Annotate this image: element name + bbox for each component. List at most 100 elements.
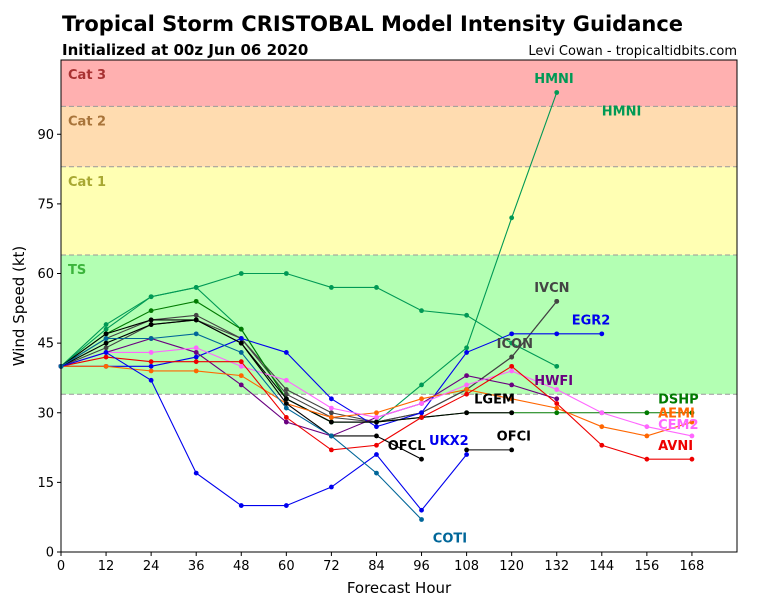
data-point [509, 368, 515, 374]
data-point [554, 410, 560, 416]
data-point [283, 377, 289, 383]
data-point [103, 345, 109, 351]
series-coti [58, 331, 424, 522]
series-label: OFCI [497, 430, 531, 445]
series-label: DSHP [658, 392, 699, 407]
data-point [148, 322, 154, 327]
data-point [374, 470, 379, 476]
data-point [419, 396, 424, 402]
data-point [193, 312, 199, 318]
y-tick-label: 0 [46, 546, 54, 561]
data-point [464, 350, 469, 355]
data-point [374, 433, 379, 439]
y-tick-label: 90 [37, 128, 54, 143]
data-point [283, 396, 289, 402]
data-point [283, 387, 289, 392]
data-point [419, 456, 424, 462]
x-tick-label: 96 [413, 559, 430, 574]
data-point [419, 308, 424, 314]
data-point [509, 447, 515, 453]
data-point [238, 336, 244, 341]
data-point [103, 340, 109, 346]
data-point [374, 285, 379, 290]
series-label: COTI [433, 532, 467, 547]
x-tick-label: 156 [634, 559, 659, 574]
data-point [148, 294, 154, 300]
series-label: ICON [497, 337, 533, 352]
chart-title: Tropical Storm CRISTOBAL Model Intensity… [62, 12, 683, 36]
data-point [554, 401, 560, 406]
data-point [283, 391, 289, 397]
data-point [329, 447, 334, 453]
data-point [283, 414, 289, 420]
band-label: Cat 1 [68, 175, 106, 190]
series-label: AEMI [658, 406, 695, 421]
data-point [509, 354, 515, 360]
data-point [329, 410, 334, 416]
data-point [599, 442, 605, 448]
data-point [554, 331, 560, 337]
x-tick-label: 0 [57, 559, 65, 574]
data-point [148, 317, 154, 323]
data-point [283, 503, 289, 508]
data-point [689, 433, 695, 439]
data-point [283, 401, 289, 406]
data-point [193, 285, 199, 290]
data-point [419, 382, 424, 388]
data-point [464, 345, 469, 351]
data-point [329, 419, 334, 425]
data-point [238, 326, 244, 332]
data-point [509, 340, 515, 346]
x-tick-label: 84 [368, 559, 385, 574]
x-tick-label: 36 [188, 559, 205, 574]
data-point [148, 350, 154, 355]
data-point [238, 359, 244, 365]
x-tick-label: 120 [499, 559, 524, 574]
data-point [329, 414, 334, 420]
data-point [599, 410, 605, 416]
data-point [464, 452, 469, 457]
data-point [238, 373, 244, 379]
data-point [464, 373, 469, 379]
series-label: CEM2 [658, 418, 698, 433]
data-point [329, 484, 334, 490]
data-point [103, 336, 109, 341]
data-point [419, 507, 424, 513]
data-point [464, 387, 469, 392]
data-point [283, 350, 289, 355]
x-tick-label: 12 [98, 559, 115, 574]
x-tick-label: 168 [680, 559, 705, 574]
band-label: TS [68, 263, 86, 278]
data-point [103, 363, 109, 369]
series-label: UKX2 [429, 434, 469, 449]
band-cat-1 [61, 166, 737, 255]
data-point [464, 410, 469, 416]
series-label: HMNI [534, 72, 574, 87]
series-label: AVNI [658, 439, 693, 454]
data-point [374, 414, 379, 420]
series-avni [58, 354, 695, 462]
data-point [193, 359, 199, 365]
data-point [554, 298, 560, 304]
x-axis-label: Forecast Hour [347, 579, 452, 597]
data-point [148, 308, 154, 314]
data-point [148, 363, 154, 369]
data-point [374, 410, 379, 416]
data-point [329, 285, 334, 290]
data-point [193, 298, 199, 304]
data-point [193, 368, 199, 374]
y-axis-label: Wind Speed (kt) [10, 246, 28, 367]
x-tick-label: 72 [323, 559, 340, 574]
series-ofci [464, 447, 515, 453]
data-point [419, 410, 424, 416]
band-label: Cat 3 [68, 68, 106, 83]
data-point [374, 442, 379, 448]
data-point [238, 363, 244, 369]
data-point [554, 396, 560, 402]
data-point [283, 271, 289, 276]
data-point [554, 387, 560, 392]
data-point [238, 271, 244, 276]
data-point [419, 414, 424, 420]
series-label: HMNI [602, 105, 642, 120]
data-point [419, 517, 424, 522]
